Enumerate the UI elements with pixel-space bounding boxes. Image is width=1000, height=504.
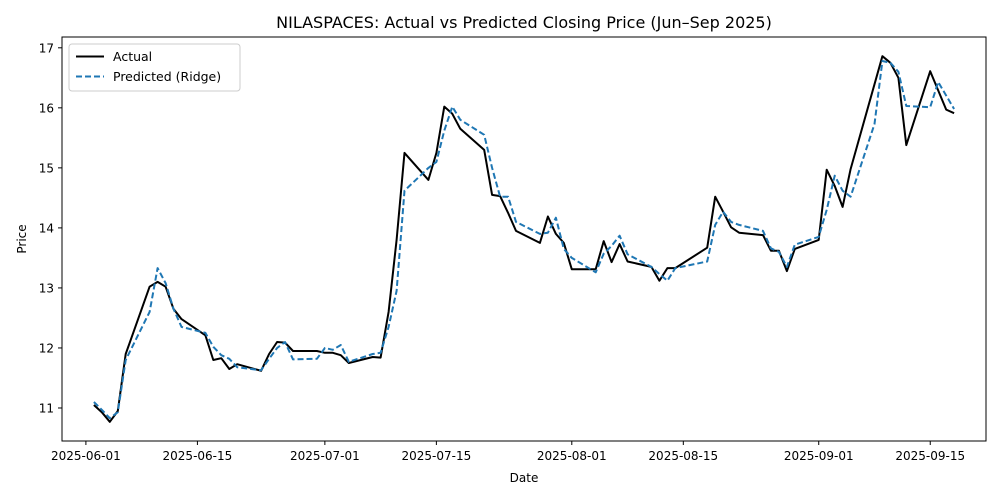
y-axis: 11 12 13 14 15 16 17 [39,41,62,415]
x-tick-label: 2025-09-15 [895,449,965,463]
y-tick-label: 12 [39,341,54,355]
x-tick-label: 2025-08-01 [537,449,607,463]
x-axis-label: Date [510,471,539,485]
y-axis-label: Price [15,224,29,253]
series-layer [93,55,955,423]
x-tick-label: 2025-08-15 [648,449,718,463]
x-tick-label: 2025-09-01 [784,449,854,463]
y-tick-label: 15 [39,161,54,175]
legend-label-actual: Actual [113,49,152,64]
plot-frame [61,36,987,442]
x-tick-label: 2025-07-01 [290,449,360,463]
x-tick-label: 2025-06-15 [163,449,233,463]
chart-title: NILASPACES: Actual vs Predicted Closing … [276,13,772,32]
y-tick-label: 16 [39,101,54,115]
y-tick-label: 17 [39,41,54,55]
y-tick-label: 11 [39,401,54,415]
legend-label-predicted: Predicted (Ridge) [113,69,221,84]
series-line-actual [93,55,955,423]
x-tick-label: 2025-07-15 [402,449,472,463]
x-tick-label: 2025-06-01 [51,449,121,463]
legend-frame [68,43,241,92]
x-axis: 2025-06-01 2025-06-15 2025-07-01 2025-07-15… [51,441,965,463]
y-tick-label: 13 [39,281,54,295]
legend: Actual Predicted (Ridge) [68,43,241,92]
series-line-predicted [93,60,955,420]
y-tick-label: 14 [39,221,54,235]
